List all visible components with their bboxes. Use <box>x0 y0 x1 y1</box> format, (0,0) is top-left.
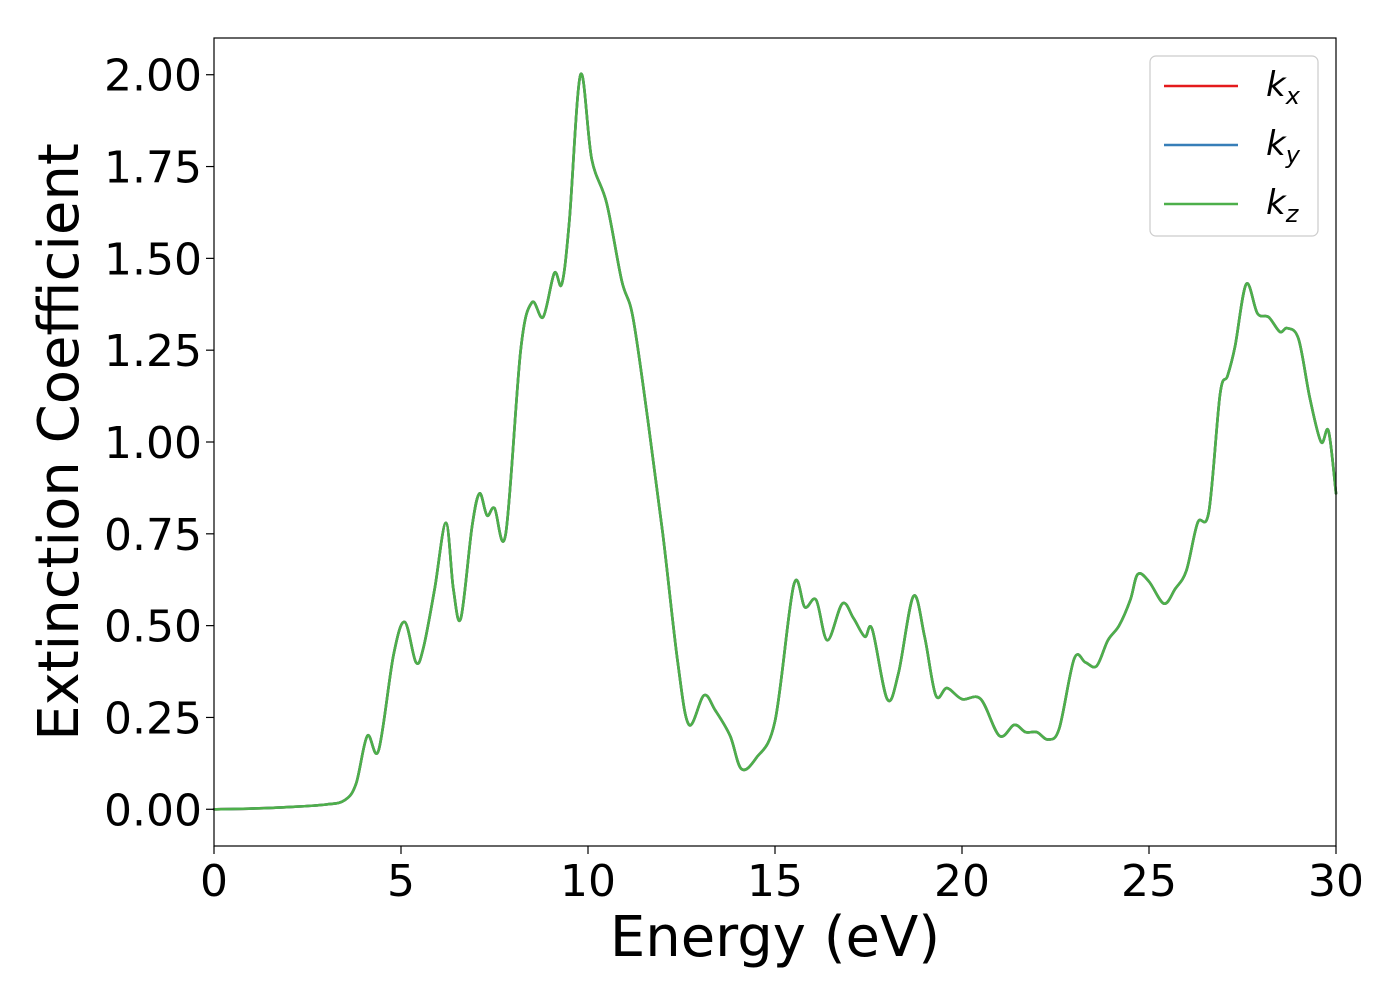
y-tick-label: 1.75 <box>104 143 202 194</box>
series-line-z <box>212 72 1338 811</box>
y-tick-label: 1.25 <box>104 326 202 377</box>
y-axis-ticks: 0.00 0.25 0.50 0.75 1.00 1.25 1.50 1.75 2.00 <box>104 51 214 836</box>
y-tick-label: 1.00 <box>104 418 202 469</box>
y-tick-label: 0.25 <box>104 693 202 744</box>
x-tick-label: 30 <box>1308 856 1364 907</box>
x-tick-label: 5 <box>387 856 415 907</box>
x-axis-title: Energy (eV) <box>610 905 940 970</box>
legend: kx ky kz <box>1149 55 1319 237</box>
x-tick-label: 10 <box>560 856 616 907</box>
x-tick-label: 0 <box>200 856 228 907</box>
y-tick-label: 0.00 <box>104 785 202 836</box>
x-tick-label: 15 <box>747 856 803 907</box>
y-tick-label: 0.75 <box>104 510 202 561</box>
legend-label-y: ky <box>1266 124 1301 169</box>
legend-label-x: kx <box>1266 65 1301 110</box>
x-axis-ticks: 0 5 10 15 20 25 30 <box>200 846 1364 907</box>
y-tick-label: 0.50 <box>104 602 202 653</box>
plot-lines <box>212 72 1338 811</box>
x-tick-label: 25 <box>1121 856 1177 907</box>
legend-label-z: kz <box>1266 183 1300 228</box>
x-tick-label: 20 <box>934 856 990 907</box>
y-tick-label: 1.50 <box>104 234 202 285</box>
y-tick-label: 2.00 <box>104 51 202 102</box>
y-axis-title: Extinction Coefficient <box>27 143 92 741</box>
